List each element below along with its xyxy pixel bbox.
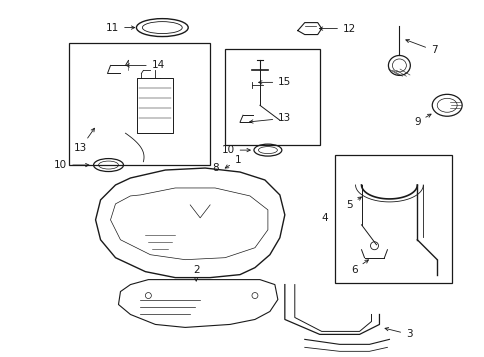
Text: 12: 12 (319, 24, 355, 34)
Bar (334, 155, 451, 283)
Bar (225, 49, 319, 145)
Text: 13: 13 (74, 128, 94, 153)
Text: 14: 14 (126, 60, 165, 70)
Text: 10: 10 (221, 145, 250, 155)
Text: 9: 9 (413, 114, 430, 127)
Bar (137, 79, 173, 133)
Text: 10: 10 (54, 160, 89, 170)
Text: 6: 6 (350, 260, 368, 275)
Text: 13: 13 (249, 113, 291, 123)
Bar (69, 42, 210, 165)
Text: 8: 8 (212, 163, 218, 173)
Text: 7: 7 (405, 40, 437, 55)
Text: 1: 1 (225, 155, 241, 168)
Text: 2: 2 (193, 265, 199, 281)
Text: 11: 11 (106, 22, 135, 32)
Text: 5: 5 (346, 197, 361, 210)
Text: 4: 4 (321, 213, 327, 223)
Text: 3: 3 (384, 327, 412, 340)
Text: 15: 15 (258, 77, 291, 87)
